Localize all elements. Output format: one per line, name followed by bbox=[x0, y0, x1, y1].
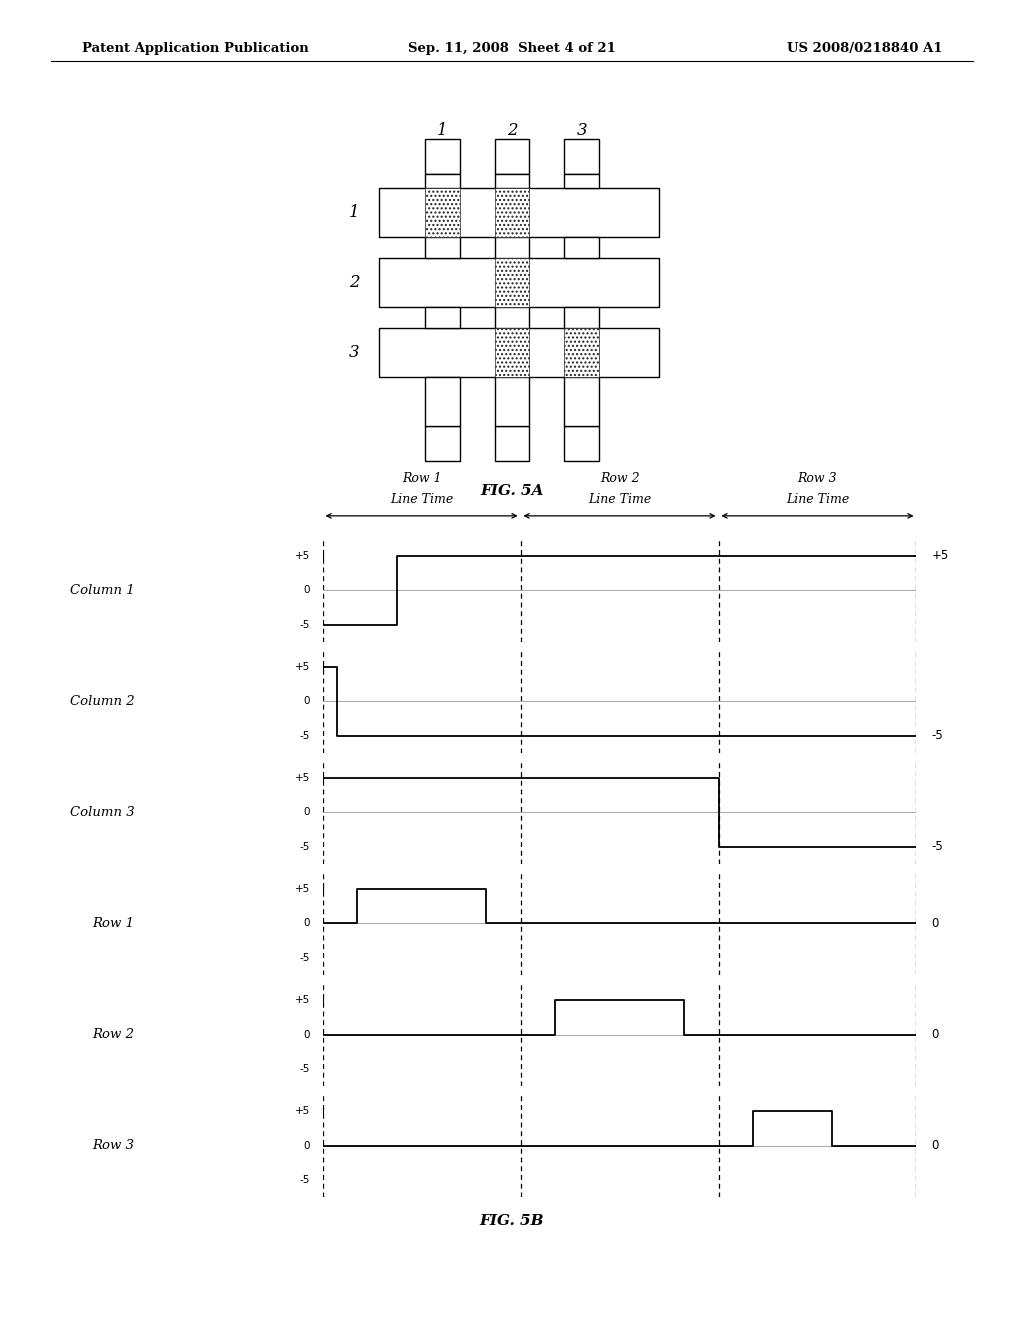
Bar bbox=[495, 426, 529, 461]
Bar bbox=[564, 426, 599, 461]
Bar bbox=[495, 189, 529, 238]
Bar bbox=[425, 426, 460, 461]
Text: Row 2: Row 2 bbox=[92, 1028, 134, 1041]
Text: Line Time: Line Time bbox=[588, 492, 651, 506]
Text: US 2008/0218840 A1: US 2008/0218840 A1 bbox=[786, 42, 942, 55]
Bar bbox=[564, 174, 599, 189]
Text: -5: -5 bbox=[300, 953, 310, 962]
Text: -5: -5 bbox=[300, 1064, 310, 1074]
Bar bbox=[495, 140, 529, 174]
Text: -5: -5 bbox=[300, 842, 310, 851]
Bar bbox=[379, 259, 658, 308]
Text: Patent Application Publication: Patent Application Publication bbox=[82, 42, 308, 55]
Text: 0: 0 bbox=[304, 585, 310, 595]
Bar bbox=[495, 174, 529, 189]
Text: 0: 0 bbox=[932, 917, 939, 931]
Text: Row 2: Row 2 bbox=[600, 473, 639, 484]
Bar bbox=[495, 308, 529, 329]
Text: Line Time: Line Time bbox=[390, 492, 454, 506]
Bar bbox=[495, 238, 529, 259]
Text: 0: 0 bbox=[304, 1140, 310, 1151]
Bar bbox=[425, 189, 460, 238]
Text: 0: 0 bbox=[304, 919, 310, 928]
Bar bbox=[495, 259, 529, 308]
Text: 0: 0 bbox=[304, 808, 310, 817]
Bar bbox=[425, 238, 460, 259]
Text: Line Time: Line Time bbox=[785, 492, 849, 506]
Text: 2: 2 bbox=[349, 275, 359, 292]
Text: 2: 2 bbox=[507, 123, 517, 139]
Bar bbox=[425, 140, 460, 174]
Text: FIG. 5B: FIG. 5B bbox=[480, 1214, 544, 1229]
Text: Row 1: Row 1 bbox=[92, 917, 134, 931]
Bar bbox=[379, 189, 658, 238]
Text: +5: +5 bbox=[295, 884, 310, 894]
Bar bbox=[564, 308, 599, 329]
Bar bbox=[495, 329, 529, 378]
Text: 0: 0 bbox=[932, 1139, 939, 1152]
Bar bbox=[564, 140, 599, 174]
Text: +5: +5 bbox=[295, 774, 310, 783]
Text: Sep. 11, 2008  Sheet 4 of 21: Sep. 11, 2008 Sheet 4 of 21 bbox=[408, 42, 616, 55]
Text: 3: 3 bbox=[577, 123, 588, 139]
Text: Row 3: Row 3 bbox=[798, 473, 838, 484]
Text: 1: 1 bbox=[349, 205, 359, 222]
Bar bbox=[425, 174, 460, 189]
Text: +5: +5 bbox=[295, 1106, 310, 1117]
Text: FIG. 5A: FIG. 5A bbox=[480, 484, 544, 499]
Text: Column 3: Column 3 bbox=[70, 805, 134, 818]
Text: 0: 0 bbox=[932, 1028, 939, 1041]
Text: +5: +5 bbox=[932, 549, 948, 562]
Text: Row 3: Row 3 bbox=[92, 1139, 134, 1152]
Text: +5: +5 bbox=[295, 550, 310, 561]
Text: -5: -5 bbox=[300, 1175, 310, 1185]
Text: Row 1: Row 1 bbox=[401, 473, 441, 484]
Text: Column 1: Column 1 bbox=[70, 583, 134, 597]
Bar bbox=[564, 238, 599, 259]
Bar bbox=[425, 308, 460, 329]
Text: -5: -5 bbox=[932, 729, 943, 742]
Bar bbox=[564, 329, 599, 378]
Text: 3: 3 bbox=[349, 345, 359, 362]
Bar bbox=[425, 378, 460, 426]
Text: -5: -5 bbox=[300, 619, 310, 630]
Text: -5: -5 bbox=[932, 841, 943, 853]
Bar bbox=[495, 378, 529, 426]
Text: 1: 1 bbox=[436, 123, 447, 139]
Text: +5: +5 bbox=[295, 661, 310, 672]
Bar bbox=[564, 378, 599, 426]
Bar bbox=[379, 329, 658, 378]
Text: +5: +5 bbox=[295, 995, 310, 1005]
Text: 0: 0 bbox=[304, 696, 310, 706]
Text: -5: -5 bbox=[300, 731, 310, 741]
Text: Column 2: Column 2 bbox=[70, 694, 134, 708]
Text: 0: 0 bbox=[304, 1030, 310, 1040]
